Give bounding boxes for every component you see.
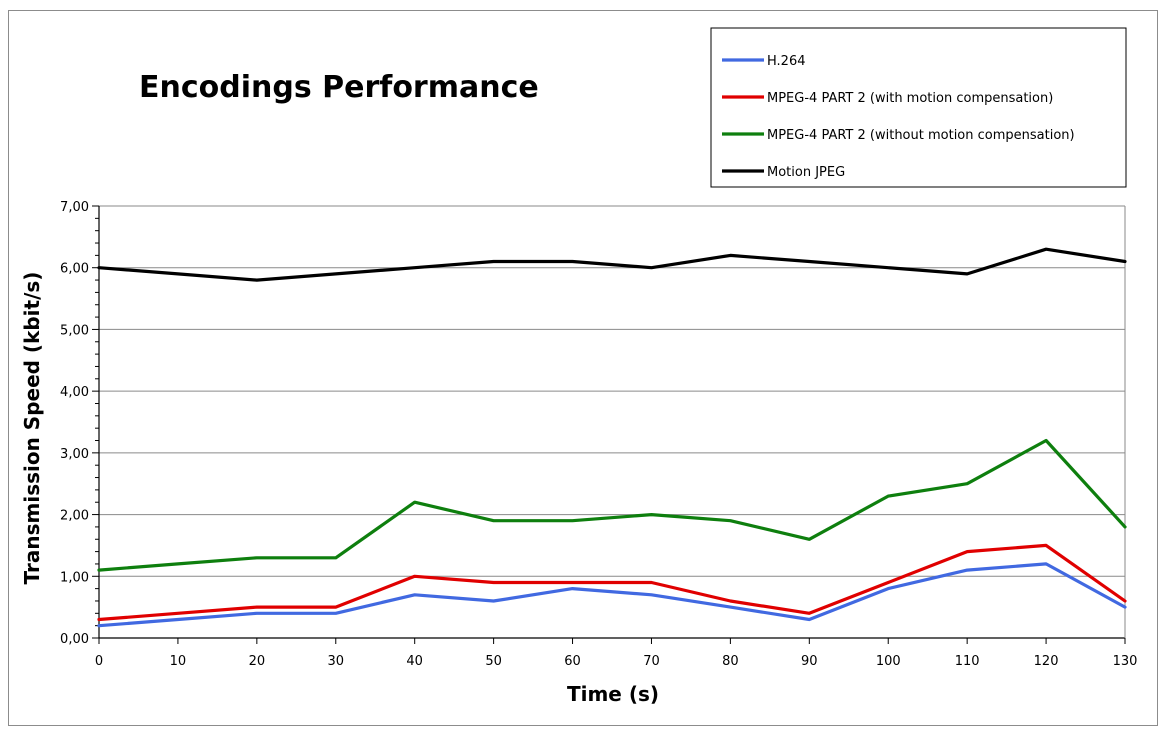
x-tick-label-7: 70 [643,654,660,669]
x-tick-label-11: 110 [955,654,980,669]
x-tick-label-8: 80 [722,654,739,669]
x-tick-label-6: 60 [564,654,581,669]
x-tick-label-2: 20 [249,654,266,669]
series-lines [97,247,1127,628]
x-tick-label-10: 100 [876,654,901,669]
y-tick-label-4: 4,00 [60,385,89,400]
x-axis-title: Time (s) [567,682,659,706]
x-tick-label-5: 50 [485,654,502,669]
y-tick-label-7: 7,00 [60,200,89,215]
legend-label-4: Motion JPEG [767,165,845,180]
y-tick-label-3: 3,00 [60,447,89,462]
series-line-4 [97,247,1127,282]
x-tick-label-3: 30 [327,654,344,669]
x-tick-label-9: 90 [801,654,818,669]
x-tick-labels: 0 10 20 30 40 50 60 70 80 90 100 110 120 130 [95,654,1138,669]
y-tick-label-2: 2,00 [60,509,89,524]
y-axis-title: Transmission Speed (kbit/s) [20,272,44,585]
y-tick-label-0: 0,00 [60,632,89,647]
legend-label-1: H.264 [767,54,806,69]
y-tick-label-6: 6,00 [60,262,89,277]
x-tick-label-0: 0 [95,654,103,669]
legend-box [710,27,1127,188]
y-tick-label-5: 5,00 [60,323,89,338]
x-tick-label-1: 10 [170,654,187,669]
x-tick-label-13: 130 [1113,654,1138,669]
chart-frame: Encodings Performance 0,00 1,00 2,00 3,00 4,… [8,10,1158,726]
series-line-1 [97,562,1127,628]
y-tick-labels: 0,00 1,00 2,00 3,00 4,00 5,00 6,00 7,00 [60,200,89,647]
y-tick-label-1: 1,00 [60,570,89,585]
axes [92,205,1126,644]
x-tick-label-4: 40 [406,654,423,669]
line-chart: Encodings Performance 0,00 1,00 2,00 3,00 4,… [20,27,1138,706]
series-line-3 [97,438,1127,572]
gridlines [99,205,1125,577]
x-tick-label-12: 120 [1034,654,1059,669]
legend-label-3: MPEG-4 PART 2 (without motion compensati… [767,128,1075,143]
legend-items: H.264 MPEG-4 PART 2 (with motion compensa… [722,54,1075,180]
chart-title: Encodings Performance [139,70,539,105]
legend-label-2: MPEG-4 PART 2 (with motion compensation) [767,91,1053,106]
series-line-2 [97,543,1127,622]
legend: H.264 MPEG-4 PART 2 (with motion compensa… [710,27,1127,188]
